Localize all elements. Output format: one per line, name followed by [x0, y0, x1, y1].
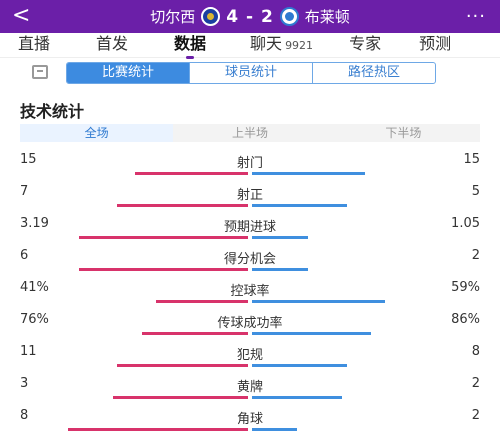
away-stat-bar: [252, 172, 365, 175]
away-stat-bar: [252, 300, 385, 303]
stats-subtabs: 比赛统计 球员统计 路径热区: [66, 62, 436, 84]
stat-row: 41% 控球率 59%: [0, 276, 500, 308]
stat-label: 传球成功率: [217, 316, 283, 331]
stat-label: 得分机会: [223, 252, 276, 267]
away-team-name: 布莱顿: [304, 8, 350, 26]
home-stat-value: 15: [20, 152, 37, 167]
home-stat-value: 3.19: [20, 216, 49, 231]
away-stat-bar: [252, 396, 342, 399]
stat-row: 7 射正 5: [0, 180, 500, 212]
home-stat-bar: [79, 268, 248, 271]
away-stat-bar: [252, 332, 371, 335]
stat-label: 角球: [236, 412, 263, 427]
away-stat-bar: [252, 428, 297, 431]
away-stat-value: 5: [471, 184, 480, 199]
away-stat-value: 86%: [451, 312, 480, 327]
tab-label: 聊天: [250, 34, 283, 53]
stat-label: 黄牌: [236, 380, 263, 395]
stat-row: 3 黄牌 2: [0, 372, 500, 404]
back-icon[interactable]: <: [12, 3, 31, 28]
home-stat-bar: [68, 428, 248, 431]
match-header: < 切尔西 4 - 2 布莱顿 ···: [0, 0, 500, 33]
stat-row: 8 角球 2: [0, 404, 500, 436]
period-selector: 全场 上半场 下半场: [20, 124, 480, 142]
period-full-match[interactable]: 全场: [20, 124, 174, 142]
period-first-half[interactable]: 上半场: [231, 126, 268, 140]
away-stat-value: 1.05: [451, 216, 480, 231]
stat-row: 76% 传球成功率 86%: [0, 308, 500, 340]
stat-label: 犯规: [236, 348, 263, 363]
home-stat-bar: [79, 236, 248, 239]
home-stat-value: 8: [20, 408, 29, 423]
home-stat-value: 11: [20, 344, 37, 359]
home-stat-bar: [117, 204, 248, 207]
tab-label: 首发: [96, 34, 129, 53]
share-icon[interactable]: [32, 65, 48, 79]
tab-experts[interactable]: 专家: [349, 33, 381, 57]
tab-prediction[interactable]: 预测: [419, 33, 451, 57]
stat-row: 3.19 预期进球 1.05: [0, 212, 500, 244]
tab-stats[interactable]: 数据: [174, 33, 207, 59]
home-stat-bar: [156, 300, 248, 303]
stat-label: 射门: [236, 156, 263, 171]
main-tabs: 直播 首发 数据 聊天 9921 专家 预测: [0, 33, 500, 59]
stats-list: 15 射门 15 7 射正 5 3.19 预期进球 1.05 6 得分机会 2 41% 控球率 59% 76%…: [0, 148, 500, 436]
away-stat-bar: [252, 236, 308, 239]
home-team-name: 切尔西: [150, 8, 196, 26]
tab-label: 数据: [174, 34, 207, 53]
home-stat-value: 7: [20, 184, 29, 199]
away-stat-value: 8: [471, 344, 480, 359]
home-stat-bar: [142, 332, 248, 335]
away-team-badge-icon: [279, 7, 299, 26]
home-stat-value: 76%: [20, 312, 49, 327]
match-score: 4 - 2: [226, 6, 274, 27]
tab-label: 预测: [419, 34, 452, 53]
stat-row: 15 射门 15: [0, 148, 500, 180]
away-stat-bar: [252, 364, 347, 367]
stat-row: 11 犯规 8: [0, 340, 500, 372]
away-stat-value: 2: [471, 408, 480, 423]
away-stat-value: 59%: [451, 280, 480, 295]
away-stat-value: 15: [463, 152, 480, 167]
away-stat-value: 2: [471, 248, 480, 263]
away-stat-bar: [252, 268, 308, 271]
away-stat-value: 2: [471, 376, 480, 391]
home-stat-value: 41%: [20, 280, 49, 295]
stat-label: 射正: [236, 188, 263, 203]
home-team-badge-icon: [201, 7, 221, 26]
stat-label: 控球率: [230, 284, 270, 299]
scoreline: 切尔西 4 - 2 布莱顿: [0, 0, 500, 33]
period-second-half[interactable]: 下半场: [385, 126, 422, 140]
subtabs-row: 比赛统计 球员统计 路径热区: [0, 62, 500, 86]
tab-lineup[interactable]: 首发: [96, 33, 128, 57]
subtab-heatmap[interactable]: 路径热区: [312, 63, 435, 83]
home-stat-bar: [135, 172, 248, 175]
section-title: 技术统计: [20, 102, 85, 121]
home-stat-value: 3: [20, 376, 29, 391]
away-stat-bar: [252, 204, 347, 207]
chat-count: 9921: [285, 39, 314, 52]
home-stat-bar: [113, 396, 248, 399]
tab-chat[interactable]: 聊天 9921: [250, 33, 313, 57]
more-menu-icon[interactable]: ···: [465, 6, 486, 27]
stat-label: 预期进球: [223, 220, 276, 235]
tab-label: 专家: [349, 34, 382, 53]
subtab-player-stats[interactable]: 球员统计: [189, 63, 312, 83]
tab-live[interactable]: 直播: [18, 33, 50, 57]
home-stat-bar: [117, 364, 248, 367]
subtab-match-stats[interactable]: 比赛统计: [67, 63, 189, 83]
home-stat-value: 6: [20, 248, 29, 263]
stat-row: 6 得分机会 2: [0, 244, 500, 276]
tab-label: 直播: [18, 34, 51, 53]
